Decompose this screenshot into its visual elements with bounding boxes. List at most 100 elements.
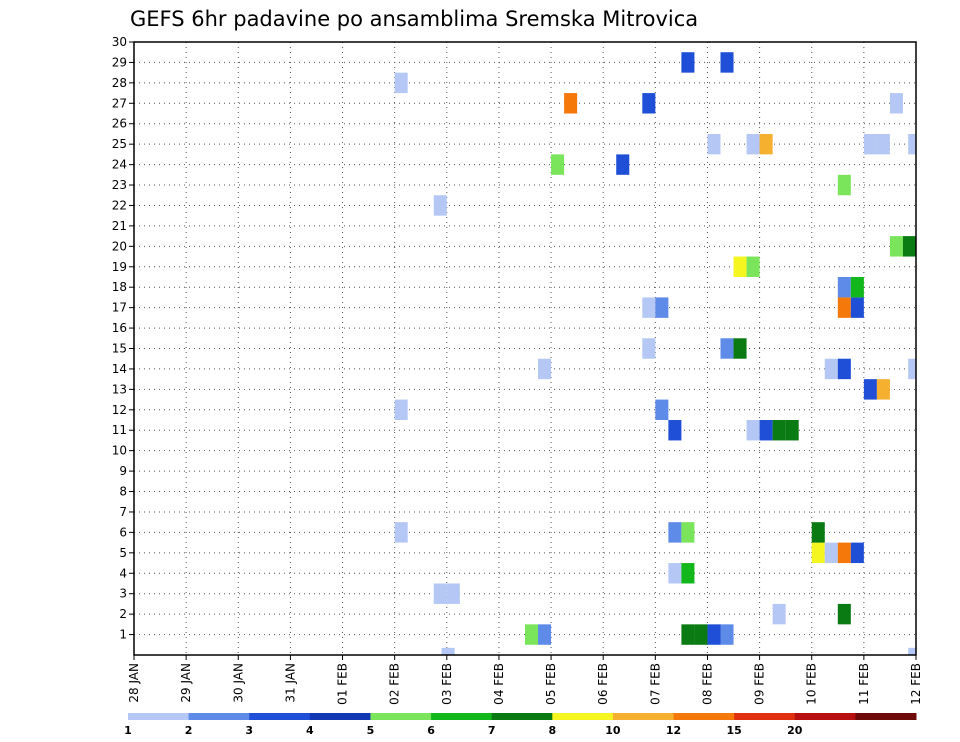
data-cell — [681, 624, 695, 645]
data-cell — [433, 583, 447, 604]
y-tick-label: 4 — [119, 566, 127, 580]
y-tick-label: 8 — [119, 485, 127, 499]
x-tick-label: 09 FEB — [753, 663, 767, 705]
y-tick-label: 10 — [112, 444, 127, 458]
chart-title: GEFS 6hr padavine po ansamblima Sremska … — [130, 7, 698, 31]
data-cell — [681, 563, 695, 584]
data-cell — [824, 358, 838, 380]
colorbar-label: 7 — [488, 724, 496, 737]
colorbar-label: 12 — [666, 724, 681, 737]
data-cell — [759, 420, 773, 441]
y-tick-label: 9 — [119, 464, 127, 478]
data-cell — [850, 276, 864, 298]
data-cell — [824, 542, 838, 564]
y-tick-label: 15 — [112, 342, 127, 356]
y-tick-label: 16 — [112, 321, 127, 335]
data-cell — [441, 647, 455, 655]
data-cell — [746, 420, 760, 441]
colorbar-segment — [188, 713, 250, 720]
data-cell — [772, 420, 786, 441]
data-cell — [720, 52, 734, 73]
colorbar-segment — [491, 713, 553, 720]
y-tick-label: 30 — [112, 35, 127, 49]
data-cell — [446, 583, 460, 604]
data-cell — [433, 195, 447, 216]
y-tick-label: 17 — [112, 301, 127, 315]
data-cell — [655, 297, 669, 318]
data-cell — [642, 297, 656, 318]
colorbar-segment — [855, 713, 917, 720]
data-cell — [837, 276, 851, 298]
data-cell — [720, 338, 734, 359]
y-tick-label: 29 — [112, 55, 127, 69]
data-cell — [759, 133, 773, 155]
x-tick-label: 07 FEB — [648, 663, 662, 705]
y-axis: 1234567891011121314151617181920212223242… — [112, 35, 134, 642]
colorbar-label: 20 — [787, 724, 803, 737]
data-cell — [837, 174, 851, 196]
colorbar-label: 15 — [726, 724, 741, 737]
data-cell — [551, 154, 565, 175]
y-tick-label: 18 — [112, 280, 127, 294]
data-cell — [707, 624, 721, 645]
data-cell — [642, 93, 656, 114]
data-cell — [837, 358, 851, 380]
y-tick-label: 14 — [112, 362, 127, 376]
x-tick-label: 03 FEB — [440, 663, 454, 705]
data-cell — [863, 133, 877, 155]
data-cell — [850, 297, 864, 318]
data-cell — [564, 93, 578, 114]
colorbar-label: 2 — [185, 724, 193, 737]
data-cell — [908, 647, 916, 655]
y-tick-label: 21 — [112, 219, 127, 233]
data-cell — [394, 399, 408, 421]
y-tick-label: 25 — [112, 137, 127, 151]
colorbar-segment — [309, 713, 371, 720]
colorbar-segment — [673, 713, 735, 720]
data-cell — [538, 624, 552, 645]
y-tick-label: 22 — [112, 198, 127, 212]
y-tick-label: 6 — [119, 525, 127, 539]
data-cell — [876, 133, 890, 155]
data-cell — [746, 133, 760, 155]
data-cell — [889, 93, 903, 114]
colorbar-label: 10 — [605, 724, 621, 737]
x-tick-label: 04 FEB — [492, 663, 506, 705]
grid-lines — [133, 41, 917, 655]
x-axis: 28 JAN 29 JAN 30 JAN 31 JAN 01 FEB 02 FEB 03 F… — [127, 655, 923, 705]
y-tick-label: 28 — [112, 76, 127, 90]
x-tick-label: 11 FEB — [857, 663, 871, 705]
data-cell — [694, 624, 708, 645]
x-tick-label: 28 JAN — [127, 663, 141, 703]
data-cell — [733, 338, 747, 359]
y-tick-label: 5 — [119, 546, 127, 560]
y-tick-label: 11 — [112, 423, 127, 437]
data-cell — [908, 358, 916, 380]
x-tick-label: 10 FEB — [805, 663, 819, 705]
y-tick-label: 19 — [112, 260, 127, 274]
data-cell — [837, 603, 851, 625]
colorbar-segment — [794, 713, 856, 720]
data-cell — [668, 420, 682, 441]
data-cell — [876, 379, 890, 400]
data-cell — [785, 420, 799, 441]
y-tick-label: 24 — [112, 158, 127, 172]
data-cell — [889, 236, 903, 257]
colorbar-segment — [431, 713, 493, 720]
data-cell — [850, 542, 864, 564]
colorbar-label: 6 — [427, 724, 435, 737]
y-tick-label: 20 — [112, 239, 127, 253]
data-cell — [525, 624, 539, 645]
y-tick-label: 23 — [112, 178, 127, 192]
x-tick-label: 06 FEB — [596, 663, 610, 705]
colorbar: 1 2 3 4 5 6 7 8 10 12 15 20 — [124, 713, 917, 737]
data-cell — [863, 379, 877, 400]
colorbar-segment — [370, 713, 432, 720]
colorbar-segment — [552, 713, 614, 720]
y-tick-label: 2 — [119, 607, 127, 621]
colorbar-label: 5 — [367, 724, 375, 737]
data-cell — [668, 563, 682, 584]
data-cell — [707, 133, 721, 155]
y-tick-label: 27 — [112, 96, 127, 110]
